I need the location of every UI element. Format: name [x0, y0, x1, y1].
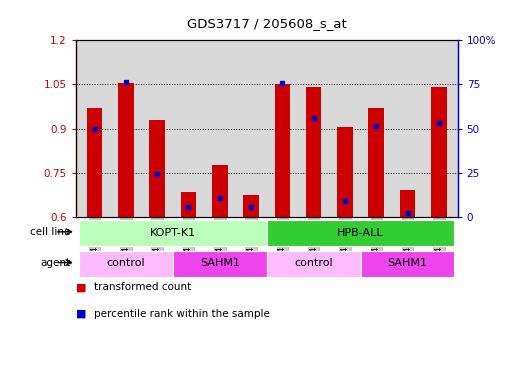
Text: ■: ■: [76, 282, 90, 292]
Bar: [118, 83, 134, 217]
Bar: [173, 251, 267, 277]
Text: control: control: [107, 258, 145, 268]
Bar: [79, 220, 267, 246]
Text: HPB-ALL: HPB-ALL: [337, 228, 384, 238]
Bar: [400, 190, 415, 217]
Bar: [337, 127, 353, 217]
Bar: [431, 88, 447, 217]
Text: control: control: [294, 258, 333, 268]
Bar: [361, 251, 454, 277]
Text: percentile rank within the sample: percentile rank within the sample: [94, 309, 270, 319]
Bar: [243, 195, 259, 217]
Text: agent: agent: [40, 258, 71, 268]
Text: transformed count: transformed count: [94, 282, 191, 292]
Bar: [79, 251, 173, 277]
Bar: [267, 220, 454, 246]
Text: KOPT-K1: KOPT-K1: [150, 228, 196, 238]
Bar: [150, 120, 165, 217]
Text: SAHM1: SAHM1: [200, 258, 240, 268]
Bar: [267, 251, 361, 277]
Bar: [212, 166, 228, 217]
Text: GDS3717 / 205608_s_at: GDS3717 / 205608_s_at: [187, 17, 347, 30]
Bar: [87, 108, 103, 217]
Bar: [275, 84, 290, 217]
Text: SAHM1: SAHM1: [388, 258, 428, 268]
Bar: [180, 192, 196, 217]
Text: ■: ■: [76, 309, 90, 319]
Bar: [368, 108, 384, 217]
Text: cell line: cell line: [30, 227, 71, 237]
Bar: [306, 88, 322, 217]
